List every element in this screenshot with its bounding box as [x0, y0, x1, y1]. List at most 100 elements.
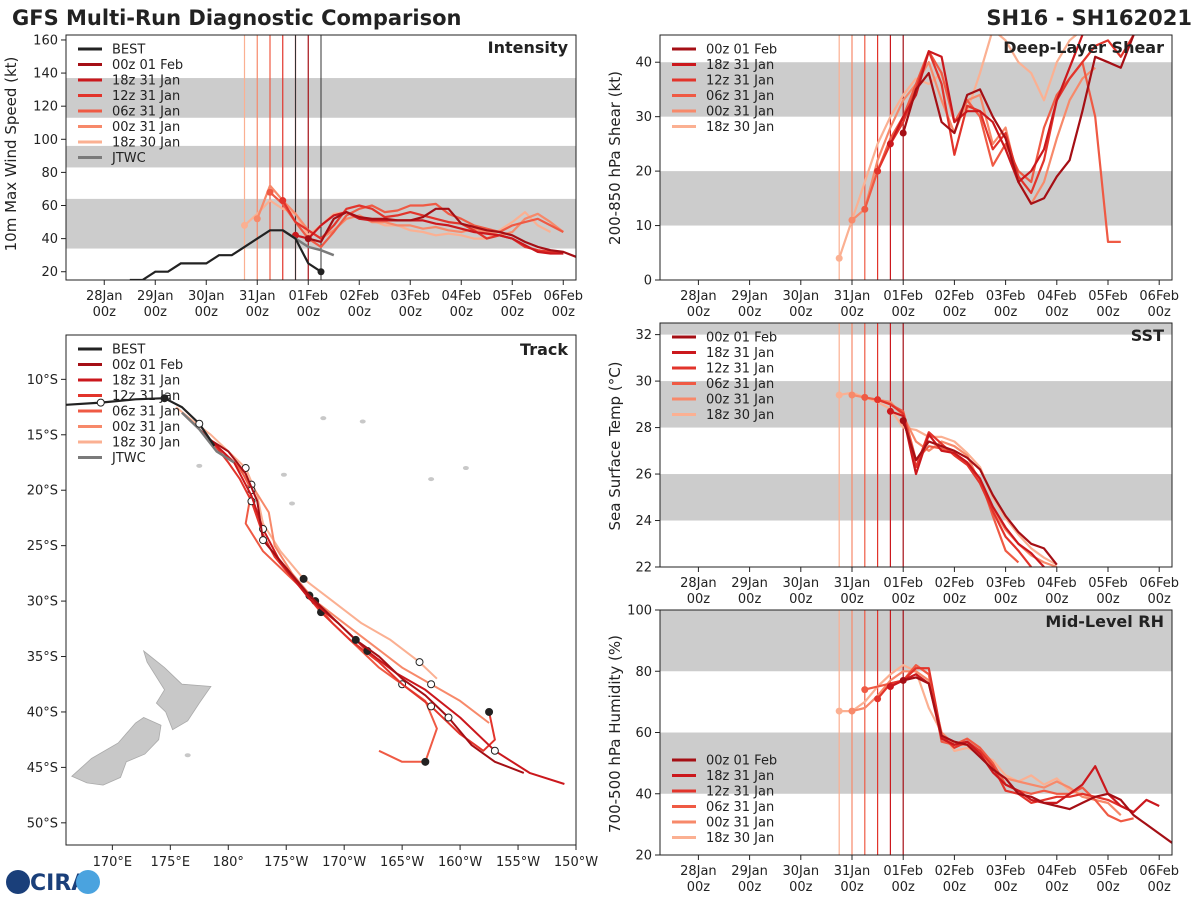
- rh-series-start-marker: [835, 707, 843, 715]
- intensity-title: Intensity: [488, 38, 569, 57]
- shear-chart: 01020304028Jan00z29Jan00z30Jan00z31Jan00…: [635, 34, 1179, 320]
- rh-xtick-label-hour: 00z: [840, 880, 864, 895]
- land-north-island: [142, 649, 212, 731]
- rh-series-line: [902, 676, 1172, 844]
- track-plot-area: [66, 394, 565, 786]
- rh-xtick-label-hour: 00z: [738, 880, 762, 895]
- intensity-legend-label: 18z 31 Jan: [112, 74, 180, 89]
- intensity-ytick-label: 60: [41, 199, 58, 214]
- track-legend-label: BEST: [112, 343, 145, 358]
- intensity-legend-label: 12z 31 Jan: [112, 89, 180, 104]
- intensity-ytick-label: 20: [41, 265, 58, 280]
- shear-ylabel: 200-850 hPa Shear (kt): [606, 71, 624, 245]
- rh-legend-label: 00z 31 Jan: [706, 816, 774, 831]
- intensity-xtick-label-hour: 00z: [552, 305, 576, 320]
- track-legend-label: 06z 31 Jan: [112, 405, 180, 420]
- rh-xtick-label-date: 29Jan: [731, 864, 768, 879]
- shear-xtick-label-date: 28Jan: [680, 289, 717, 304]
- sst-legend-label: 18z 31 Jan: [706, 346, 774, 361]
- shear-legend-label: 18z 30 Jan: [706, 120, 774, 135]
- rh-legend-label: 18z 30 Jan: [706, 831, 774, 846]
- sst-plot-area: [660, 323, 1172, 567]
- track-legend-label: 00z 31 Jan: [112, 420, 180, 435]
- rh-xtick-label-date: 05Feb: [1088, 864, 1128, 879]
- sst-xtick-label-hour: 00z: [789, 592, 813, 607]
- track-day-marker: [485, 707, 494, 716]
- track-ytick-label: 25°S: [27, 539, 58, 554]
- shear-xtick-label-hour: 00z: [892, 305, 916, 320]
- rh-legend-label: 12z 31 Jan: [706, 785, 774, 800]
- intensity-legend-label: 00z 01 Feb: [112, 58, 183, 73]
- sst-xtick-label-hour: 00z: [892, 592, 916, 607]
- logo-swirl-icon: [76, 870, 100, 894]
- intensity-xtick-label-date: 31Jan: [239, 289, 276, 304]
- sst-series-start-marker: [886, 407, 894, 415]
- shear-xtick-label-hour: 00z: [943, 305, 967, 320]
- shear-legend-label: 00z 01 Feb: [706, 43, 777, 58]
- rh-series-line: [876, 667, 1135, 814]
- track-legend-label: 18z 30 Jan: [112, 436, 180, 451]
- sst-series-start-marker: [899, 417, 907, 425]
- track-xtick-label: 155°W: [496, 855, 540, 870]
- sst-ytick-label: 26: [635, 468, 652, 483]
- shear-ytick-label: 0: [644, 274, 652, 289]
- land-island: [428, 477, 435, 482]
- rh-xtick-label-date: 06Feb: [1139, 864, 1179, 879]
- rh-band: [660, 610, 1172, 672]
- track-jtwc-line: [181, 411, 235, 464]
- sst-xtick-label-hour: 00z: [1096, 592, 1120, 607]
- track-ytick-label: 35°S: [27, 650, 58, 665]
- sst-series-start-marker: [835, 391, 843, 399]
- shear-series-line: [889, 35, 1085, 184]
- rh-ytick-label: 40: [635, 787, 652, 802]
- intensity-series-start-marker: [241, 221, 248, 229]
- sst-legend-label: 00z 01 Feb: [706, 331, 777, 346]
- track-series-line: [187, 417, 438, 763]
- intensity-xtick-label-hour: 00z: [450, 305, 474, 320]
- sst-xtick-label-date: 30Jan: [783, 576, 820, 591]
- intensity-series-start-marker: [304, 235, 312, 243]
- land-island: [320, 416, 327, 421]
- shear-series-start-marker: [899, 129, 907, 137]
- sst-series-line: [902, 420, 1058, 566]
- rh-xtick-label-hour: 00z: [1096, 880, 1120, 895]
- track-ytick-label: 30°S: [27, 595, 58, 610]
- track-legend-label: 12z 31 Jan: [112, 389, 180, 404]
- track-day-marker: [427, 680, 436, 689]
- sst-xtick-label-date: 02Feb: [935, 576, 975, 591]
- track-series-line: [175, 406, 438, 680]
- shear-xtick-label-hour: 00z: [1148, 305, 1172, 320]
- shear-xtick-label-date: 04Feb: [1037, 289, 1077, 304]
- sst-legend-label: 18z 30 Jan: [706, 408, 774, 423]
- intensity-xtick-label-hour: 00z: [399, 305, 423, 320]
- sst-xtick-label-hour: 00z: [840, 592, 864, 607]
- intensity-plot-area: [66, 35, 576, 280]
- shear-ytick-label: 20: [635, 165, 652, 180]
- track-ytick-label: 50°S: [27, 816, 58, 831]
- rh-ytick-label: 100: [627, 604, 652, 619]
- shear-xtick-label-date: 29Jan: [731, 289, 768, 304]
- track-day-marker: [444, 713, 453, 722]
- track-xtick-label: 175°E: [151, 855, 191, 870]
- track-day-marker: [490, 746, 499, 755]
- intensity-ytick-label: 160: [33, 33, 58, 48]
- shear-band: [660, 171, 1172, 226]
- intensity-ytick-label: 80: [41, 166, 58, 181]
- intensity-xtick-label-date: 28Jan: [86, 289, 123, 304]
- rh-panel: 2040608010028Jan00z29Jan00z30Jan00z31Jan…: [606, 604, 1179, 896]
- rh-xtick-label-hour: 00z: [1148, 880, 1172, 895]
- track-xtick-label: 175°W: [264, 855, 308, 870]
- shear-ytick-label: 40: [635, 56, 652, 71]
- rh-legend-label: 18z 31 Jan: [706, 769, 774, 784]
- track-legend-label: 00z 01 Feb: [112, 358, 183, 373]
- sst-xtick-label-hour: 00z: [943, 592, 967, 607]
- shear-series-line: [851, 61, 1096, 221]
- shear-legend-label: 12z 31 Jan: [706, 74, 774, 89]
- track-ytick-label: 20°S: [27, 484, 58, 499]
- shear-xtick-label-date: 01Feb: [883, 289, 923, 304]
- storm-id: SH16 - SH162021: [986, 6, 1192, 30]
- rh-xtick-label-date: 28Jan: [680, 864, 717, 879]
- rh-xtick-label-date: 01Feb: [883, 864, 923, 879]
- sst-series-start-marker: [848, 391, 856, 399]
- shear-xtick-label-date: 03Feb: [986, 289, 1026, 304]
